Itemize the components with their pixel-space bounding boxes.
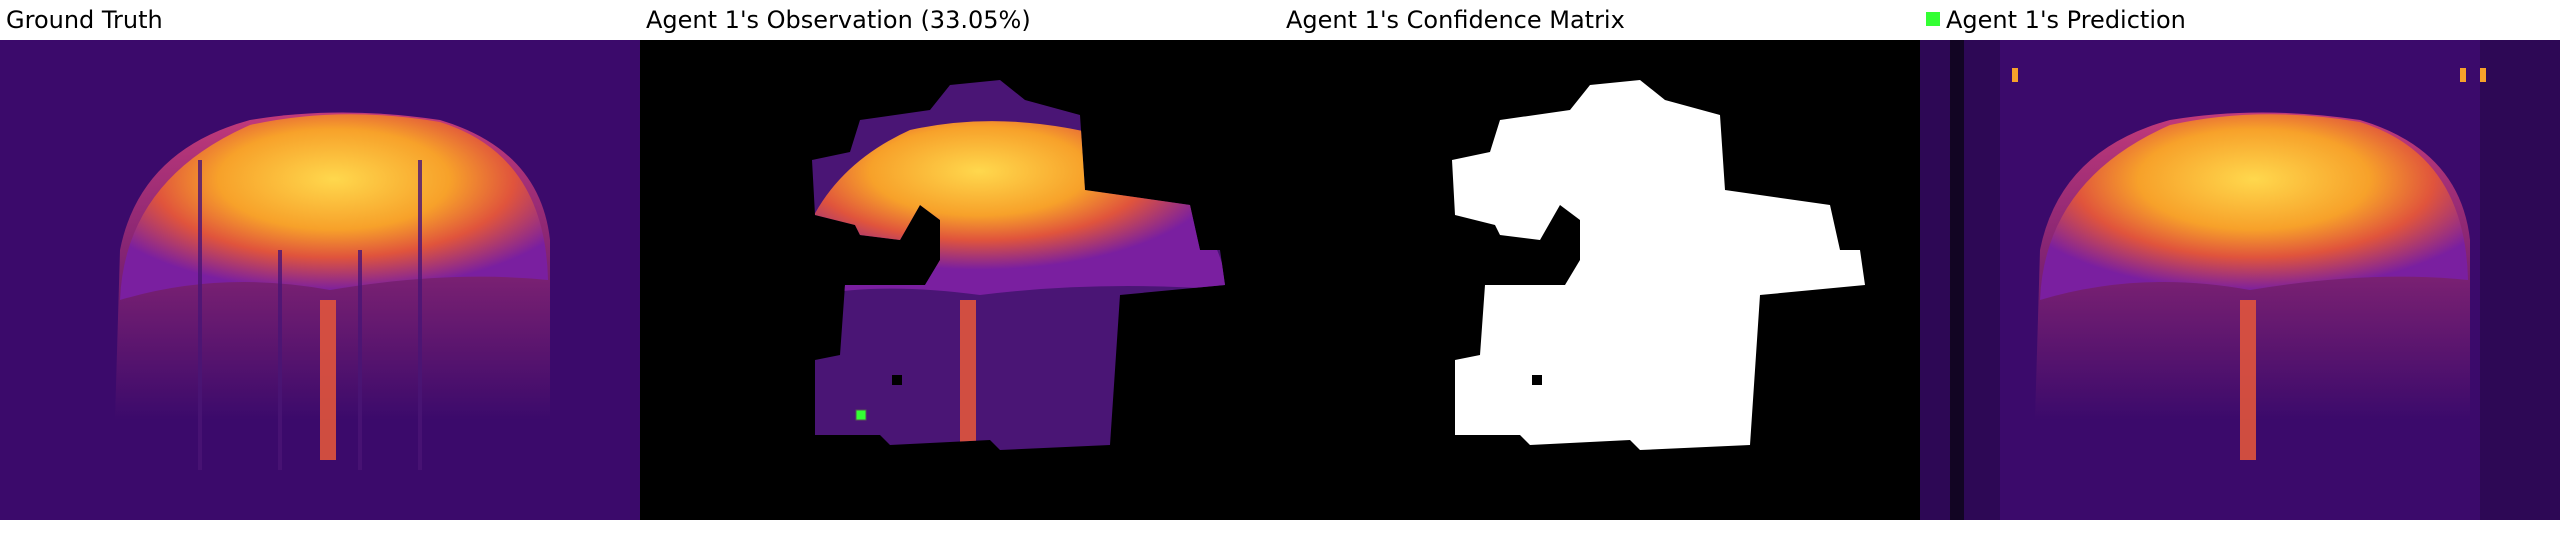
- panel-title: Agent 1's Prediction: [1926, 2, 2186, 38]
- panel-observation: Agent 1's Observation (33.05%): [640, 0, 1280, 520]
- observation-image: [640, 40, 1280, 520]
- agent-position-marker: [855, 409, 867, 421]
- panel-ground-truth: Ground Truth: [0, 0, 640, 520]
- ground-truth-image: [0, 40, 640, 520]
- panel-title: Ground Truth: [6, 6, 163, 34]
- panel-title: Agent 1's Confidence Matrix: [1286, 6, 1625, 34]
- panel-confidence-matrix: Agent 1's Confidence Matrix: [1280, 0, 1920, 520]
- agent-legend-swatch: [1926, 12, 1940, 26]
- prediction-title-text: Agent 1's Prediction: [1946, 6, 2186, 34]
- confidence-matrix-image: [1280, 40, 1920, 520]
- prediction-image: [1920, 40, 2560, 520]
- panel-title: Agent 1's Observation (33.05%): [646, 6, 1031, 34]
- panel-prediction: Agent 1's Prediction: [1920, 0, 2560, 520]
